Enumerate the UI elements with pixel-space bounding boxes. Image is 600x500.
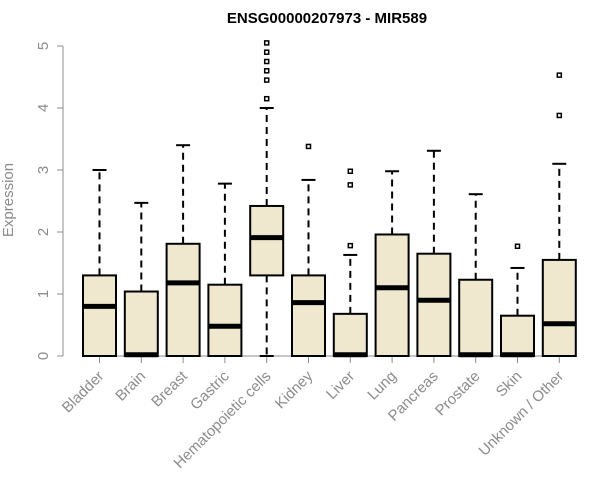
box-iqr xyxy=(500,314,535,358)
outlier-point xyxy=(263,49,270,55)
box-iqr xyxy=(123,290,159,357)
x-tick-label: Lung xyxy=(364,368,400,404)
box-group xyxy=(207,182,243,358)
y-tick-label: 1 xyxy=(35,290,52,298)
x-tick-label: Prostate xyxy=(432,368,484,420)
box-series xyxy=(82,40,577,358)
box-group xyxy=(123,201,159,358)
box-group xyxy=(458,193,494,358)
box-iqr xyxy=(165,242,201,357)
box-iqr xyxy=(332,312,368,357)
chart-title: ENSG00000207973 - MIR589 xyxy=(227,10,427,27)
box-group xyxy=(249,40,285,357)
outlier-point xyxy=(263,40,270,46)
box-iqr xyxy=(458,278,494,357)
outlier-point xyxy=(263,58,270,65)
x-tick-label: Breast xyxy=(148,367,191,410)
y-axis-label: Expression xyxy=(0,163,17,237)
box-iqr xyxy=(82,274,117,357)
box-group xyxy=(82,169,117,357)
box-iqr xyxy=(249,204,285,277)
box-group xyxy=(500,243,535,358)
box-group xyxy=(332,168,368,358)
outlier-point xyxy=(347,168,354,174)
outlier-point xyxy=(556,72,563,78)
outlier-point xyxy=(347,242,354,249)
box-group xyxy=(416,149,452,357)
y-tick-label: 5 xyxy=(35,42,52,50)
outlier-point xyxy=(514,243,521,250)
outlier-point xyxy=(556,112,563,119)
box-group xyxy=(541,72,577,357)
box-group xyxy=(291,143,326,357)
y-tick-label: 0 xyxy=(35,352,52,360)
y-tick-label: 4 xyxy=(35,104,52,112)
outlier-point xyxy=(305,143,312,150)
y-tick-label: 2 xyxy=(35,228,52,236)
box-iqr xyxy=(416,252,452,357)
box-iqr xyxy=(291,274,326,357)
box-iqr xyxy=(207,283,243,358)
outlier-point xyxy=(263,68,270,74)
y-axis: 0 1 2 3 4 5 xyxy=(35,42,64,360)
outlier-point xyxy=(347,182,354,188)
x-tick-label: Bladder xyxy=(59,368,108,417)
x-tick-label: Skin xyxy=(493,368,526,401)
box-iqr xyxy=(541,258,577,357)
x-tick-label: Kidney xyxy=(272,367,317,412)
x-tick-label: Liver xyxy=(323,368,358,403)
x-tick-label: Brain xyxy=(112,368,149,405)
box-group xyxy=(165,144,201,357)
outlier-point xyxy=(263,77,270,83)
y-tick-label: 3 xyxy=(35,166,52,174)
outlier-point xyxy=(263,95,270,102)
box-group xyxy=(374,170,410,357)
box-iqr xyxy=(374,233,410,357)
